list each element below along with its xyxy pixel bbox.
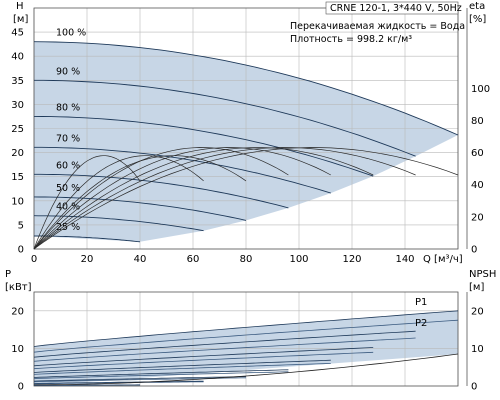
eta-tick-label: 80 (471, 116, 484, 127)
eta-axis-label: eta (469, 1, 485, 12)
power-curve (33, 330, 416, 358)
npsh-curve (33, 353, 459, 386)
speed-curve-label: 100 % (56, 28, 86, 39)
h-axis-label: H (16, 1, 24, 12)
speed-curve (34, 235, 141, 243)
p1-series-label: P1 (415, 297, 427, 308)
efficiency-curve (33, 155, 141, 250)
h-tick-label: 30 (11, 100, 24, 111)
efficiency-curve (33, 155, 204, 250)
q-tick-label: 0 (31, 254, 37, 265)
h-tick-label: 45 (11, 28, 24, 39)
h-tick-label: 25 (11, 124, 24, 135)
bottom-plot-frame (33, 291, 459, 387)
npsh-tick-label: 0 (471, 382, 477, 393)
efficiency-curve (33, 147, 289, 250)
efficiency-curve (33, 155, 247, 250)
h-tick-label: 40 (11, 52, 24, 63)
q-tick-label: 60 (187, 254, 200, 265)
q-tick-label: 20 (81, 254, 94, 265)
power-curve (33, 337, 416, 362)
power-curve (34, 384, 140, 386)
eta-tick-label: 20 (471, 212, 484, 223)
q-tick-label: 140 (395, 254, 414, 265)
npsh-axis-unit: [м] (469, 282, 484, 293)
npsh-tick-label: 10 (471, 344, 484, 355)
eta-axis-unit: [%] (469, 14, 486, 25)
power-curve (33, 351, 374, 370)
power-curve (33, 371, 289, 380)
h-axis-unit: [м] (13, 14, 28, 25)
eta-tick-label: 60 (471, 148, 484, 159)
fluid-info: Перекачиваемая жидкость = Вода (290, 21, 465, 32)
efficiency-curve (33, 147, 416, 250)
efficiency-curve (33, 147, 459, 250)
power-curve (33, 319, 459, 353)
q-tick-label: 80 (240, 254, 253, 265)
speed-curve (33, 41, 459, 136)
speed-curve-label: 40 % (56, 202, 80, 213)
p-tick-label: 10 (11, 344, 24, 355)
q-axis-label: Q [м³/ч] (423, 254, 463, 265)
speed-curve-label: 50 % (56, 183, 80, 194)
p-axis-unit: [кВт] (5, 282, 32, 293)
npsh-tick-label: 20 (471, 306, 484, 317)
top-plot-frame (33, 7, 459, 250)
eta-tick-label: 0 (471, 245, 477, 256)
eta-tick-label: 100 (471, 84, 490, 95)
speed-curve-label: 80 % (56, 102, 80, 113)
power-curve (34, 381, 204, 385)
power-curve (33, 376, 247, 382)
efficiency-curve (33, 147, 331, 250)
speed-curve (34, 173, 289, 209)
npsh-axis-label: NPSH (469, 269, 496, 280)
h-tick-label: 10 (11, 196, 24, 207)
power-curve (33, 310, 459, 347)
speed-curve-label: 25 % (56, 222, 80, 233)
speed-curve (34, 79, 416, 157)
chart-title: CRNE 120-1, 3*440 V, 50Hz (330, 3, 462, 14)
eta-tick-label: 40 (471, 180, 484, 191)
title-box (325, 1, 459, 15)
q-tick-label: 40 (134, 254, 147, 265)
power-curve (33, 363, 331, 375)
h-tick-label: 0 (18, 245, 24, 256)
power-curve (33, 347, 374, 367)
p-axis-label: P (5, 269, 11, 280)
power-curve (33, 359, 331, 373)
power-curve (33, 369, 289, 378)
density-info: Плотность = 998.2 кг/м³ (290, 34, 412, 45)
p-tick-label: 20 (11, 306, 24, 317)
h-tick-label: 15 (11, 172, 24, 183)
speed-curve (33, 115, 374, 177)
p-tick-label: 0 (18, 382, 24, 393)
speed-curve-label: 70 % (56, 133, 80, 144)
speed-curve-label: 90 % (56, 66, 80, 77)
h-tick-label: 20 (11, 148, 24, 159)
q-tick-label: 120 (342, 254, 361, 265)
efficiency-curve (33, 147, 374, 250)
h-tick-label: 35 (11, 76, 24, 87)
p2-series-label: P2 (415, 318, 427, 329)
speed-curve-label: 60 % (56, 160, 80, 171)
h-tick-label: 5 (18, 220, 24, 231)
q-tick-label: 100 (289, 254, 308, 265)
speed-curve (33, 196, 247, 221)
speed-curve (33, 215, 204, 232)
